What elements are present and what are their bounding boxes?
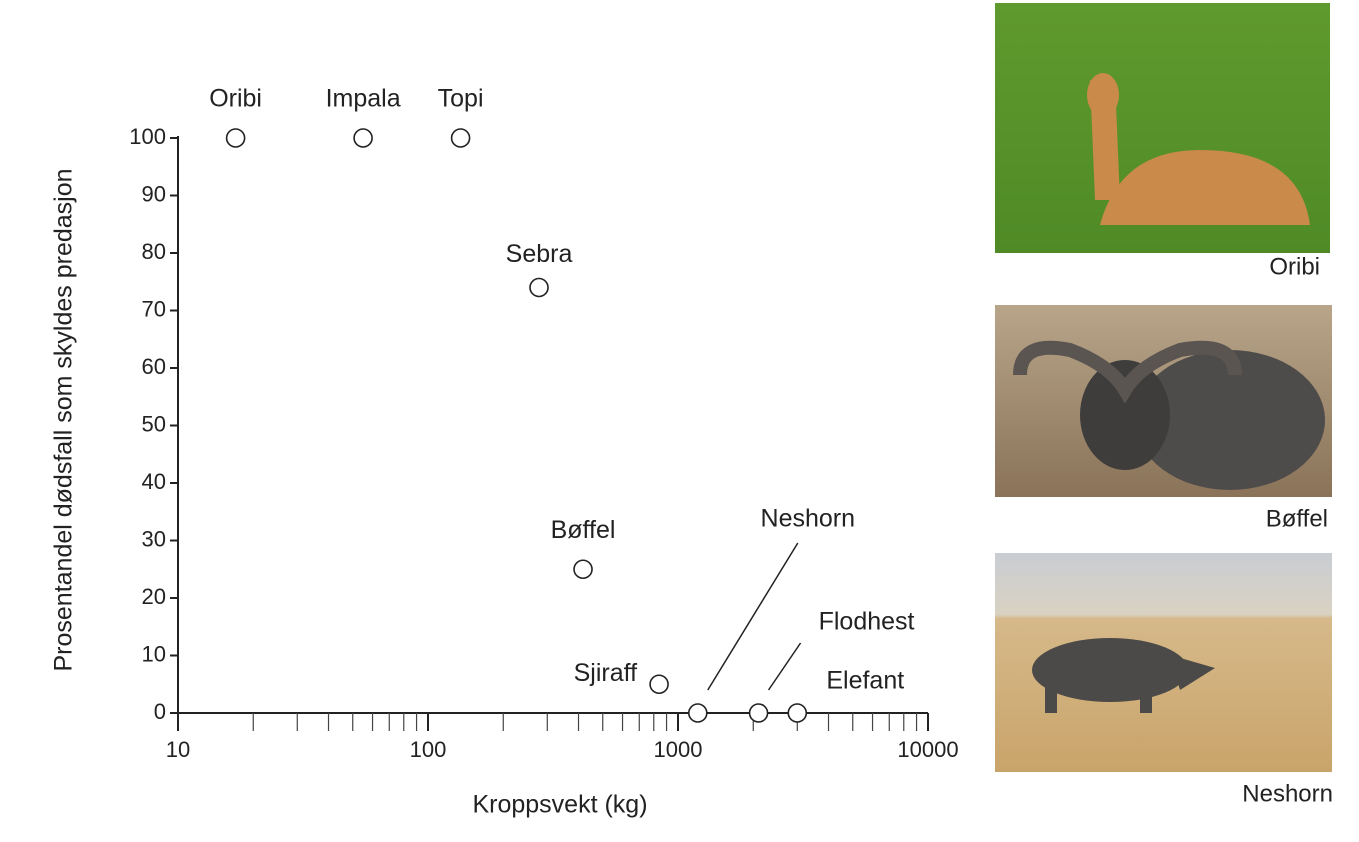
point-label: Neshorn <box>761 505 856 533</box>
y-tick-label: 40 <box>142 469 166 494</box>
y-tick-label: 100 <box>129 124 166 149</box>
photo-caption: Oribi <box>1269 253 1320 280</box>
photo-caption: Neshorn <box>1242 780 1333 807</box>
x-tick-label: 10 <box>166 737 190 762</box>
y-tick-label: 90 <box>142 181 166 206</box>
point <box>787 703 808 723</box>
x-tick-label: 10000 <box>897 737 958 762</box>
x-tick-label: 100 <box>410 737 447 762</box>
photo-rhino <box>995 553 1332 772</box>
point-label: Sebra <box>506 240 573 268</box>
point <box>687 703 708 723</box>
point <box>450 128 471 148</box>
point-label: Topi <box>438 85 484 113</box>
point <box>573 559 593 580</box>
point <box>748 703 769 723</box>
y-tick-label: 20 <box>142 584 166 609</box>
point <box>353 128 373 148</box>
point-label: Bøffel <box>551 516 616 544</box>
point <box>529 277 549 298</box>
x-tick-label: 1000 <box>654 737 703 762</box>
y-tick-label: 30 <box>142 526 166 551</box>
point-label: Oribi <box>209 85 262 113</box>
x-axis-label: Kroppsvekt (kg) <box>472 791 647 819</box>
y-tick-label: 70 <box>142 296 166 321</box>
y-tick-label: 10 <box>142 641 166 666</box>
leader-line <box>707 542 799 691</box>
y-tick-label: 60 <box>142 354 166 379</box>
leader-line <box>767 642 802 691</box>
y-tick-label: 0 <box>154 699 166 724</box>
photo-buffalo <box>995 305 1332 497</box>
y-tick-label: 80 <box>142 239 166 264</box>
point-label: Impala <box>326 85 401 113</box>
y-tick-label: 50 <box>142 411 166 436</box>
point <box>225 128 246 148</box>
photo-oribi <box>995 3 1330 253</box>
point-label: Elefant <box>826 667 904 695</box>
point-label: Sjiraff <box>574 659 638 687</box>
photo-caption: Bøffel <box>1266 505 1328 532</box>
point-label: Flodhest <box>819 608 915 636</box>
point <box>649 674 669 695</box>
y-axis-label: Prosentandel dødsfall som skyldes predas… <box>50 168 78 671</box>
